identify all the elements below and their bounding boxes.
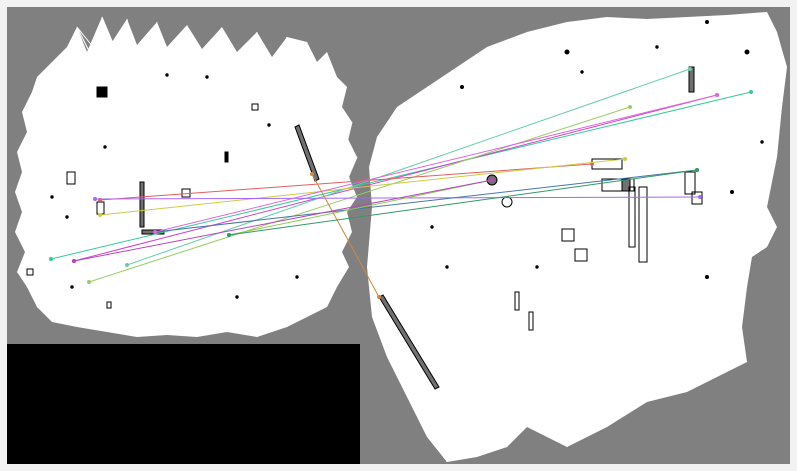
- obstacle-dot: [705, 275, 709, 279]
- obstacle-bar: [688, 66, 695, 93]
- obstacle-dot: [235, 295, 239, 299]
- obstacle-block: [26, 268, 34, 276]
- obstacle-dot: [730, 190, 734, 194]
- match-keypoint: [490, 178, 494, 182]
- obstacle-block: [574, 248, 588, 262]
- match-line: [73, 179, 493, 262]
- obstacle-dot: [70, 285, 74, 289]
- match-keypoint: [93, 197, 97, 201]
- obstacle-dot: [760, 140, 764, 144]
- obstacle-dot: [65, 215, 69, 219]
- obstacle-block: [96, 86, 108, 98]
- obstacle-dot: [564, 49, 570, 55]
- right-map-free-space: [367, 12, 787, 462]
- match-keypoint: [695, 168, 699, 172]
- map-canvas: [15, 12, 787, 463]
- obstacle-dot: [705, 20, 709, 24]
- match-keypoint: [749, 90, 753, 94]
- obstacle-bar: [528, 311, 534, 331]
- obstacle-dot: [655, 45, 659, 49]
- match-keypoint: [310, 172, 314, 176]
- match-keypoint: [628, 105, 632, 109]
- obstacle-dot: [501, 196, 513, 208]
- obstacle-block: [106, 301, 112, 309]
- match-line: [99, 163, 593, 201]
- match-keypoint: [227, 233, 231, 237]
- obstacle-dot: [295, 275, 299, 279]
- obstacle-wall: [378, 294, 440, 390]
- obstacle-dot: [580, 70, 584, 74]
- obstacle-dot: [205, 75, 209, 79]
- match-keypoint: [125, 263, 129, 267]
- left-map-ray-fans: [16, 16, 358, 338]
- match-keypoint: [623, 157, 627, 161]
- match-keypoint: [688, 67, 692, 71]
- obstacle-dot: [744, 49, 750, 55]
- feature-match-lines: [49, 67, 753, 299]
- match-line: [99, 158, 626, 216]
- match-keypoint: [49, 257, 53, 261]
- left-map: [15, 16, 358, 338]
- match-line: [228, 179, 493, 236]
- match-line: [154, 169, 698, 233]
- map-match-viewer: [7, 7, 790, 464]
- match-keypoint: [715, 93, 719, 97]
- obstacle-block: [684, 171, 696, 195]
- match-line: [88, 106, 631, 283]
- right-map-ray-fans: [426, 296, 748, 463]
- obstacle-block: [561, 228, 575, 242]
- obstacle-dot: [103, 145, 107, 149]
- empty-black-panel: [7, 344, 360, 464]
- obstacle-dot: [430, 225, 434, 229]
- obstacle-bar: [628, 186, 636, 248]
- obstacle-dot: [50, 195, 54, 199]
- right-map: [367, 12, 787, 463]
- obstacle-block: [691, 191, 703, 205]
- obstacle-bar: [638, 186, 648, 263]
- obstacle-bar: [621, 178, 631, 192]
- obstacle-dot: [460, 85, 464, 89]
- obstacle-block: [251, 103, 259, 111]
- obstacle-bar: [514, 291, 520, 311]
- match-line: [228, 169, 698, 236]
- obstacle-wall: [294, 124, 320, 182]
- obstacle-dot: [445, 265, 449, 269]
- match-keypoint: [377, 295, 381, 299]
- match-keypoint: [698, 195, 702, 199]
- match-keypoint: [87, 280, 91, 284]
- obstacle-bar: [139, 181, 145, 228]
- match-keypoint: [153, 230, 157, 234]
- obstacle-dot: [535, 265, 539, 269]
- obstacle-block: [224, 151, 229, 163]
- right-map-obstacles: [378, 20, 764, 390]
- obstacle-dot: [165, 73, 169, 77]
- obstacle-block: [66, 171, 76, 185]
- match-line: [50, 91, 752, 260]
- match-line: [154, 94, 718, 233]
- match-line: [311, 173, 380, 298]
- left-map-free-space: [15, 17, 357, 337]
- match-keypoint: [98, 213, 102, 217]
- match-keypoint: [72, 259, 76, 263]
- obstacle-dot: [267, 123, 271, 127]
